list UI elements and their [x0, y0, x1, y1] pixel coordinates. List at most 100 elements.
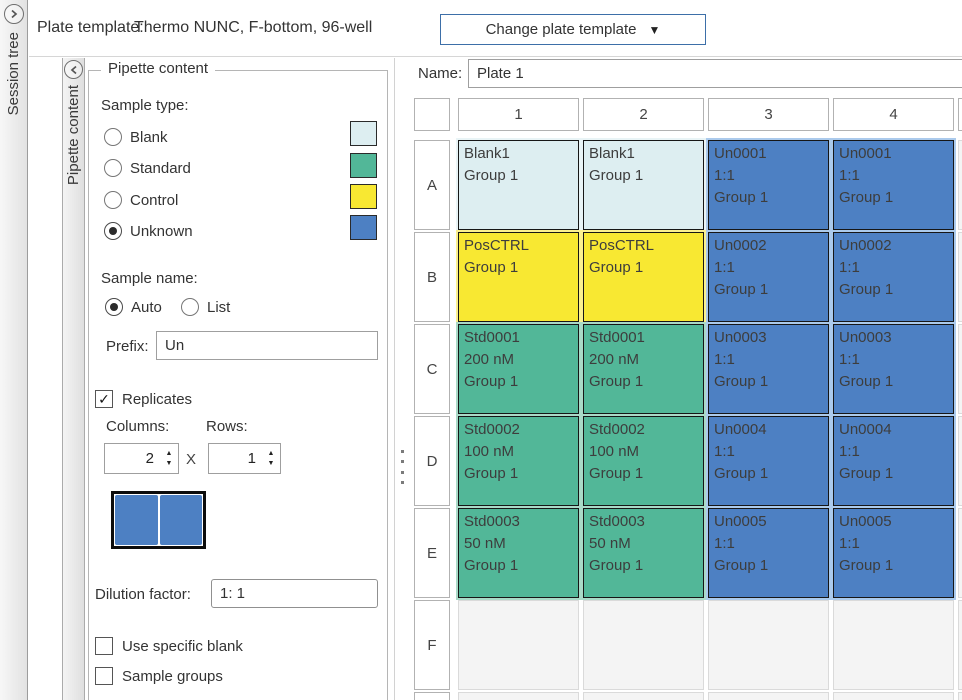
- well[interactable]: [958, 508, 962, 598]
- row-header[interactable]: F: [414, 600, 450, 690]
- row-header[interactable]: C: [414, 324, 450, 414]
- radio-indicator[interactable]: [181, 298, 199, 316]
- spin-down-icon[interactable]: ▼: [165, 460, 173, 467]
- well[interactable]: [958, 324, 962, 414]
- well[interactable]: Un0005 1:1 Group 1: [833, 508, 954, 598]
- well[interactable]: Un0004 1:1 Group 1: [708, 416, 829, 506]
- plate-corner-cell[interactable]: [414, 98, 450, 131]
- well[interactable]: [958, 416, 962, 506]
- radio-indicator[interactable]: [104, 159, 122, 177]
- well[interactable]: PosCTRL Group 1: [458, 232, 579, 322]
- well[interactable]: Blank1 Group 1: [458, 140, 579, 230]
- radio-control[interactable]: Control: [104, 191, 178, 209]
- columns-spinner[interactable]: 2 ▲ ▼: [104, 443, 179, 474]
- well[interactable]: Std0002 100 nM Group 1: [583, 416, 704, 506]
- rows-value: 1: [247, 450, 256, 467]
- well[interactable]: [958, 232, 962, 322]
- radio-blank[interactable]: Blank: [104, 128, 168, 146]
- plate-grid: 1 2 3 4 A Blank1 Group 1 Blank1 Group 1 Un0001 1:1…: [414, 98, 962, 700]
- well[interactable]: Un0001 1:1 Group 1: [833, 140, 954, 230]
- well[interactable]: Std0003 50 nM Group 1: [583, 508, 704, 598]
- well[interactable]: [833, 600, 954, 690]
- change-plate-template-button[interactable]: Change plate template ▼: [440, 14, 706, 45]
- replicates-checkbox[interactable]: Replicates: [95, 390, 192, 408]
- well[interactable]: Un0003 1:1 Group 1: [833, 324, 954, 414]
- well-text-line: Group 1: [464, 167, 519, 184]
- plate-row: A Blank1 Group 1 Blank1 Group 1 Un0001 1:1 Grou…: [414, 140, 962, 230]
- radio-unknown[interactable]: Unknown: [104, 222, 193, 240]
- well-text-line: 100 nM: [589, 443, 640, 460]
- pipette-content-tab[interactable]: Pipette content: [62, 58, 85, 700]
- prefix-input[interactable]: [156, 331, 378, 360]
- well[interactable]: Std0003 50 nM Group 1: [458, 508, 579, 598]
- expand-session-tree-icon[interactable]: [3, 4, 24, 24]
- well[interactable]: [458, 600, 579, 690]
- plate-template-bar: Plate template: Thermo NUNC, F-bottom, 9…: [29, 0, 962, 57]
- radio-list[interactable]: List: [181, 298, 230, 316]
- well[interactable]: [958, 692, 962, 700]
- rows-spinner[interactable]: 1 ▲ ▼: [208, 443, 281, 474]
- use-specific-blank-checkbox[interactable]: Use specific blank: [95, 637, 243, 655]
- session-tree-tab[interactable]: Session tree: [0, 0, 28, 700]
- well[interactable]: Std0002 100 nM Group 1: [458, 416, 579, 506]
- well[interactable]: [708, 600, 829, 690]
- well[interactable]: [583, 600, 704, 690]
- row-header[interactable]: D: [414, 416, 450, 506]
- well[interactable]: Un0004 1:1 Group 1: [833, 416, 954, 506]
- replicates-label: Replicates: [122, 390, 193, 408]
- well[interactable]: Std0001 200 nM Group 1: [458, 324, 579, 414]
- plate-name-input[interactable]: [468, 59, 962, 88]
- row-header[interactable]: A: [414, 140, 450, 230]
- sample-groups-label: Sample groups: [122, 667, 223, 685]
- checkbox-indicator[interactable]: [95, 390, 113, 408]
- plate-row: D Std0002 100 nM Group 1 Std0002 100 nM Group …: [414, 416, 962, 506]
- radio-blank-label: Blank: [130, 128, 168, 146]
- well[interactable]: Std0001 200 nM Group 1: [583, 324, 704, 414]
- well[interactable]: [458, 692, 579, 700]
- column-header[interactable]: 4: [833, 98, 954, 131]
- standard-color-swatch: [350, 153, 377, 178]
- radio-auto[interactable]: Auto: [105, 298, 162, 316]
- well[interactable]: Blank1 Group 1: [583, 140, 704, 230]
- column-header[interactable]: [958, 98, 962, 131]
- row-header[interactable]: E: [414, 508, 450, 598]
- radio-standard[interactable]: Standard: [104, 159, 191, 177]
- collapse-pipette-panel-icon[interactable]: [64, 60, 83, 79]
- row-header[interactable]: B: [414, 232, 450, 322]
- well-text-line: Group 1: [589, 259, 644, 276]
- well[interactable]: [583, 692, 704, 700]
- well[interactable]: Un0002 1:1 Group 1: [833, 232, 954, 322]
- well-text-line: Blank1: [589, 145, 635, 162]
- well[interactable]: [708, 692, 829, 700]
- checkbox-indicator[interactable]: [95, 637, 113, 655]
- well-text-line: Group 1: [464, 373, 519, 390]
- well-text-line: Group 1: [839, 373, 894, 390]
- change-plate-template-button-label: Change plate template: [485, 21, 637, 38]
- dilution-factor-input[interactable]: [211, 579, 378, 608]
- well[interactable]: PosCTRL Group 1: [583, 232, 704, 322]
- well[interactable]: Un0005 1:1 Group 1: [708, 508, 829, 598]
- spin-up-icon[interactable]: ▲: [165, 450, 173, 457]
- sample-groups-checkbox[interactable]: Sample groups: [95, 667, 223, 685]
- well[interactable]: [958, 600, 962, 690]
- checkbox-indicator[interactable]: [95, 667, 113, 685]
- radio-indicator[interactable]: [104, 222, 122, 240]
- well-text-line: Un0004: [714, 421, 767, 438]
- column-header[interactable]: 2: [583, 98, 704, 131]
- radio-indicator[interactable]: [105, 298, 123, 316]
- well[interactable]: Un0002 1:1 Group 1: [708, 232, 829, 322]
- radio-indicator[interactable]: [104, 128, 122, 146]
- well-text-line: Un0003: [714, 329, 767, 346]
- well-text-line: Group 1: [839, 557, 894, 574]
- well[interactable]: Un0001 1:1 Group 1: [708, 140, 829, 230]
- splitter-handle[interactable]: [398, 450, 407, 484]
- radio-indicator[interactable]: [104, 191, 122, 209]
- column-header[interactable]: 1: [458, 98, 579, 131]
- spin-up-icon[interactable]: ▲: [267, 450, 275, 457]
- well[interactable]: [833, 692, 954, 700]
- well[interactable]: Un0003 1:1 Group 1: [708, 324, 829, 414]
- column-header[interactable]: 3: [708, 98, 829, 131]
- spin-down-icon[interactable]: ▼: [267, 460, 275, 467]
- well[interactable]: [958, 140, 962, 230]
- row-header[interactable]: [414, 692, 450, 700]
